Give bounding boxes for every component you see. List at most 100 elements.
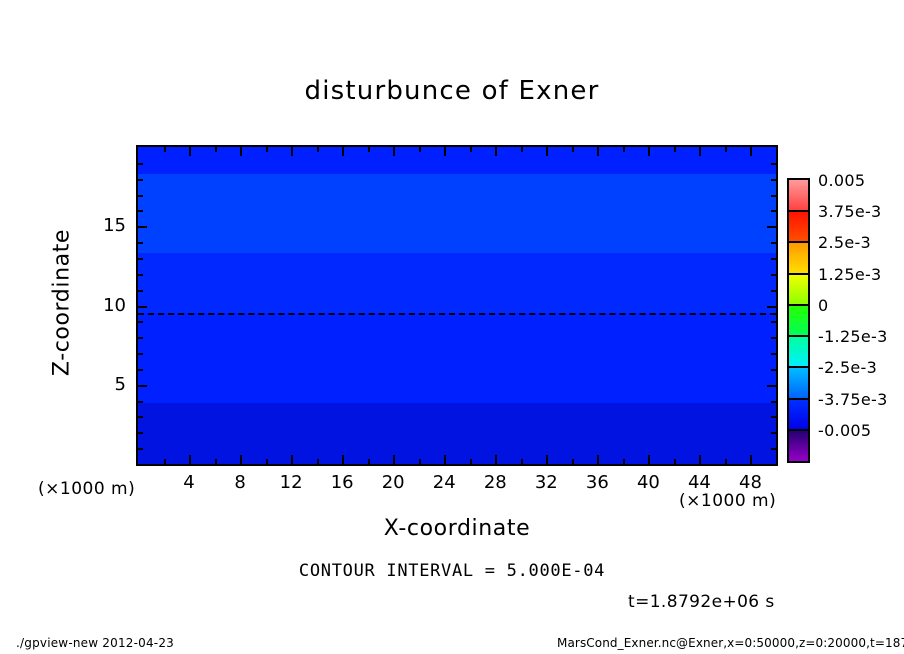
y-axis-tick: [138, 178, 143, 181]
contour-line-dashed: [138, 312, 776, 315]
y-axis-tick: [771, 432, 776, 435]
y-axis-tick: [771, 242, 776, 245]
contour-band: [138, 312, 776, 403]
x-axis-tick: [750, 147, 753, 156]
colorbar[interactable]: [787, 178, 810, 463]
x-axis-tick: [393, 147, 396, 156]
x-axis-tick-label: 12: [279, 472, 303, 493]
colorbar-band: [789, 273, 808, 305]
y-axis-tick-label: 15: [103, 215, 126, 237]
x-axis-tick: [673, 459, 676, 464]
y-axis-tick: [138, 353, 143, 356]
x-axis-tick: [265, 147, 268, 152]
x-axis-tick: [214, 147, 217, 152]
x-axis-tick: [597, 455, 600, 464]
page-title: disturbunce of Exner: [304, 76, 600, 106]
x-axis-tick: [163, 459, 166, 464]
y-axis-tick: [138, 448, 143, 451]
y-axis-tick: [138, 305, 147, 308]
y-axis-tick: [138, 384, 147, 387]
x-axis-tick: [699, 455, 702, 464]
x-axis-tick: [724, 459, 727, 464]
x-axis-tick: [265, 459, 268, 464]
y-axis-tick: [138, 432, 143, 435]
contour-interval-label: CONTOUR INTERVAL = 5.000E-04: [298, 561, 606, 581]
y-axis-tick: [771, 368, 776, 371]
y-axis-tick: [771, 448, 776, 451]
x-axis-tick-label: 16: [330, 472, 354, 493]
x-axis-tick-label: 32: [534, 472, 558, 493]
x-axis-tick: [571, 147, 574, 152]
y-axis-tick: [767, 226, 776, 229]
time-annotation: t=1.8792e+06 s: [628, 592, 775, 612]
colorbar-band: [789, 211, 808, 243]
colorbar-tick-label: 2.5e-3: [818, 233, 872, 253]
x-axis-tick: [469, 459, 472, 464]
y-axis-tick: [771, 321, 776, 324]
colorbar-tick-label: 0.005: [818, 171, 866, 190]
x-axis-tick: [342, 147, 345, 156]
x-axis-tick: [648, 455, 651, 464]
x-axis-tick: [724, 147, 727, 152]
plot-area[interactable]: [136, 145, 778, 466]
colorbar-separator: [789, 210, 808, 213]
y-axis-tick: [138, 162, 143, 165]
footer-dataset-label: MarsCond_Exner.nc@Exner,x=0:50000,z=0:20…: [557, 636, 904, 650]
x-axis-tick: [367, 147, 370, 152]
x-axis-tick-label: 40: [636, 472, 660, 493]
colorbar-band: [789, 429, 808, 461]
colorbar-separator: [789, 272, 808, 275]
x-axis-tick: [189, 455, 192, 464]
colorbar-band: [789, 180, 808, 212]
x-axis-tick: [189, 147, 192, 156]
y-axis-unit-label: (×1000 m): [38, 479, 136, 499]
y-axis-tick: [771, 178, 776, 181]
x-axis-unit-label: (×1000 m): [679, 491, 777, 511]
x-axis-tick: [163, 147, 166, 152]
y-axis-tick: [138, 321, 143, 324]
y-axis-tick: [138, 289, 143, 292]
y-axis-tick: [771, 210, 776, 213]
colorbar-separator: [789, 428, 808, 431]
y-axis-tick: [771, 353, 776, 356]
y-axis-tick: [771, 289, 776, 292]
x-axis-tick: [393, 455, 396, 464]
x-axis-tick: [469, 147, 472, 152]
x-axis-tick: [214, 459, 217, 464]
contour-band: [138, 147, 776, 174]
y-axis-tick: [138, 416, 143, 419]
x-axis-tick-label: 4: [183, 472, 195, 493]
colorbar-tick-label: 3.75e-3: [818, 202, 882, 222]
y-axis-tick: [771, 416, 776, 419]
x-axis-tick: [622, 459, 625, 464]
x-axis-tick: [240, 147, 243, 156]
x-axis-tick: [546, 455, 549, 464]
colorbar-separator: [789, 366, 808, 369]
colorbar-band: [789, 304, 808, 337]
x-axis-tick: [546, 147, 549, 156]
colorbar-band: [789, 367, 808, 399]
y-axis-tick: [771, 337, 776, 340]
x-axis-tick: [418, 147, 421, 152]
x-axis-tick: [342, 455, 345, 464]
colorbar-band: [789, 398, 808, 430]
y-axis-tick: [138, 194, 143, 197]
colorbar-separator: [789, 303, 808, 306]
x-axis-tick: [444, 147, 447, 156]
contour-band: [138, 402, 776, 464]
x-axis-tick: [520, 459, 523, 464]
y-axis-tick: [138, 242, 143, 245]
x-axis-tick-label: 48: [739, 472, 762, 493]
x-axis-tick: [316, 459, 319, 464]
colorbar-band: [789, 242, 808, 274]
colorbar-separator: [789, 397, 808, 400]
x-axis-tick-label: 44: [687, 472, 711, 493]
y-axis-title: Z-coordinate: [49, 228, 75, 377]
x-axis-tick: [571, 459, 574, 464]
y-axis-tick: [771, 162, 776, 165]
colorbar-tick-label: -3.75e-3: [818, 389, 888, 409]
contour-band: [138, 253, 776, 313]
colorbar-tick-label: 0: [818, 295, 829, 315]
x-axis-tick-label: 28: [483, 472, 507, 493]
x-axis-tick-label: 8: [234, 472, 246, 493]
